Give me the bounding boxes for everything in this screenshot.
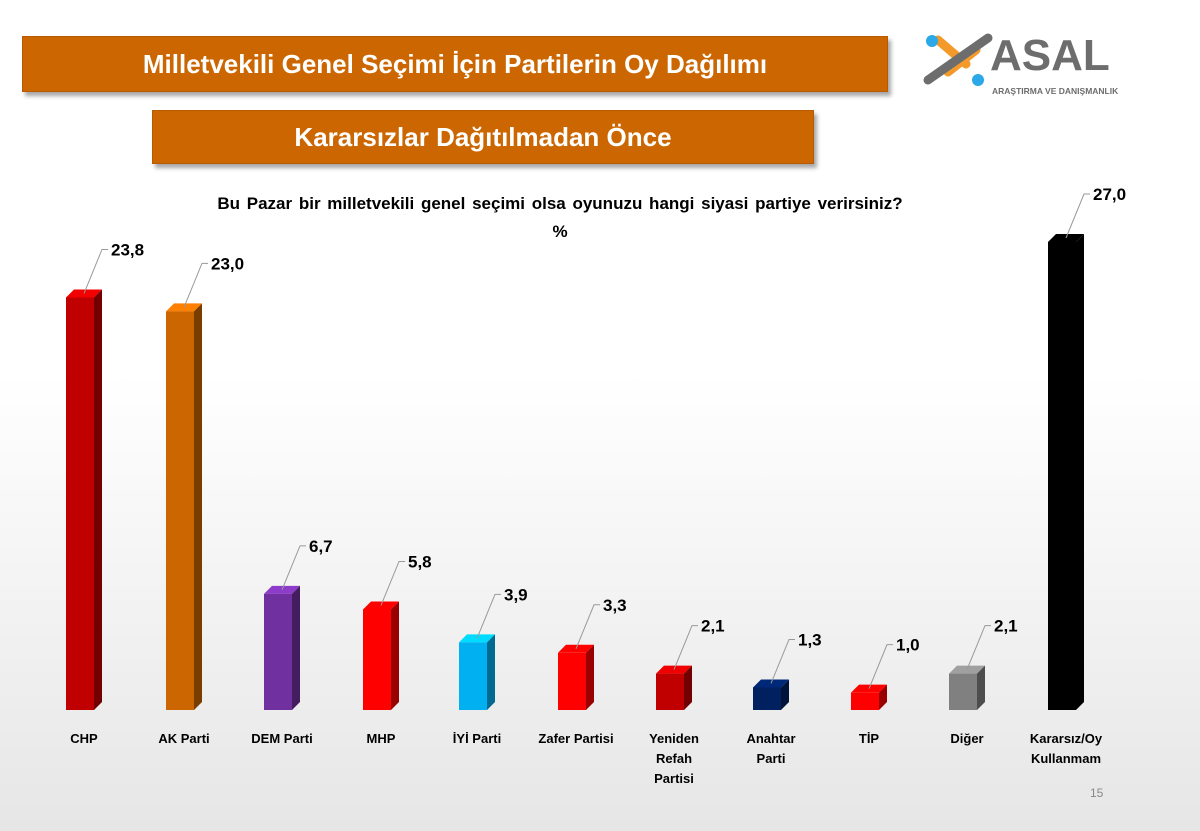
bar <box>264 593 292 710</box>
value-label: 1,3 <box>798 630 822 649</box>
value-label: 3,3 <box>603 596 627 615</box>
bar <box>166 311 194 710</box>
bar <box>363 609 391 710</box>
value-label: 3,9 <box>504 585 528 604</box>
bar-side <box>586 644 594 710</box>
bar-side <box>391 601 399 710</box>
bar <box>459 642 487 710</box>
value-label: 23,0 <box>211 254 244 273</box>
value-leader-line <box>966 625 991 670</box>
bar <box>656 673 684 710</box>
value-leader-line <box>1065 193 1090 239</box>
value-leader-line <box>575 604 600 649</box>
category-label: Zafer Partisi <box>538 731 613 746</box>
bar <box>851 692 879 710</box>
svg-text:ARAŞTIRMA VE DANIŞMANLIK: ARAŞTIRMA VE DANIŞMANLIK <box>992 86 1119 96</box>
bar-side <box>977 665 985 710</box>
unit-label: % <box>552 222 568 241</box>
bar-side <box>194 303 202 710</box>
title-text: Milletvekili Genel Seçimi İçin Partileri… <box>142 48 768 79</box>
asal-logo: ASAL ARAŞTIRMA VE DANIŞMANLIK <box>923 31 1119 96</box>
category-label: Yeniden Refah Partisi <box>649 731 699 786</box>
bar <box>66 297 94 710</box>
value-label: 5,8 <box>408 552 432 571</box>
value-leader-line <box>476 593 501 639</box>
value-leader-line <box>673 625 698 670</box>
value-label: 2,1 <box>994 617 1018 636</box>
bar-side <box>487 634 495 710</box>
bar <box>949 673 977 710</box>
value-label: 27,0 <box>1093 185 1126 204</box>
bar <box>1048 242 1076 710</box>
category-label: İYİ Parti <box>453 731 501 746</box>
category-label: Anahtar Parti <box>746 731 795 766</box>
subtitle-text: Kararsızlar Dağıtılmadan Önce <box>294 121 672 152</box>
bar-side <box>879 684 887 710</box>
category-label: Kararsız/Oy Kullanmam <box>1030 731 1103 766</box>
bar <box>558 652 586 710</box>
category-label: Diğer <box>950 731 983 746</box>
value-leader-line <box>380 560 405 606</box>
value-leader-line <box>770 638 795 684</box>
category-label: CHP <box>70 731 98 746</box>
category-label: MHP <box>367 731 396 746</box>
svg-text:ASAL: ASAL <box>990 31 1110 80</box>
bar <box>753 687 781 710</box>
subtitle-banner: Kararsızlar Dağıtılmadan Önce <box>152 110 814 164</box>
page-number: 15 <box>1090 786 1104 800</box>
category-label: DEM Parti <box>251 731 312 746</box>
bar-side <box>1076 234 1084 710</box>
bar-side <box>684 665 692 710</box>
value-label: 23,8 <box>111 240 144 259</box>
bar-side <box>94 289 102 710</box>
value-leader-line <box>183 262 208 308</box>
value-leader-line <box>281 545 306 591</box>
bar-side <box>292 585 300 710</box>
category-label: AK Parti <box>158 731 209 746</box>
value-label: 6,7 <box>309 537 333 556</box>
value-leader-line <box>868 644 893 689</box>
question-text: Bu Pazar bir milletvekili genel seçimi o… <box>217 194 903 213</box>
value-label: 2,1 <box>701 617 725 636</box>
chart-title-banner: Milletvekili Genel Seçimi İçin Partileri… <box>22 36 888 92</box>
value-label: 1,0 <box>896 636 920 655</box>
value-leader-line <box>83 248 108 294</box>
chart-question: Bu Pazar bir milletvekili genel seçimi o… <box>100 190 1020 246</box>
logo-mark-icon <box>923 33 993 86</box>
category-label: TİP <box>859 731 880 746</box>
bar-side <box>781 679 789 710</box>
